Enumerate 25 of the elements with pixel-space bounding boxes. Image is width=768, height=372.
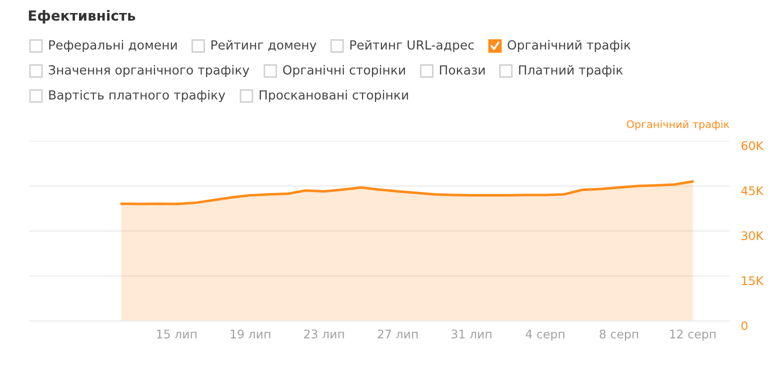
text: Рейтинг URL-адрес bbox=[350, 40, 474, 52]
x-tick-label: 31 лип bbox=[452, 330, 492, 339]
chart-title: Ефективність bbox=[28, 10, 136, 24]
x-tick-label: 23 лип bbox=[304, 330, 344, 339]
y-axis-title: Органічний трафік bbox=[626, 120, 730, 130]
text: Значення органічного трафіку bbox=[48, 64, 250, 78]
x-tick-label: 19 лип bbox=[230, 330, 270, 339]
y-tick-label: 15K bbox=[742, 276, 764, 286]
text: Покази bbox=[440, 65, 485, 75]
text: Реферальні домени bbox=[49, 40, 177, 52]
text: Платний трафік bbox=[519, 64, 623, 78]
y-tick-label: 0 bbox=[741, 321, 748, 330]
x-tick-label: 4 серп bbox=[526, 330, 564, 341]
x-tick-label: 27 лип bbox=[378, 330, 418, 338]
x-tick-label: 8 серп bbox=[600, 330, 638, 341]
text: Органічний трафік bbox=[508, 40, 631, 52]
x-tick-label: 12 серп bbox=[670, 330, 716, 341]
y-tick-label: 30K bbox=[742, 231, 764, 240]
x-tick-label: 15 лип bbox=[157, 330, 196, 339]
text: Рейтинг домену bbox=[211, 40, 316, 52]
text: Органічні сторінки bbox=[283, 64, 405, 78]
y-tick-label: 60K bbox=[742, 141, 764, 150]
text: Вартість платного трафіку bbox=[49, 90, 226, 102]
y-tick-label: 45K bbox=[741, 186, 764, 196]
text: Проскановані сторінки bbox=[260, 90, 408, 102]
